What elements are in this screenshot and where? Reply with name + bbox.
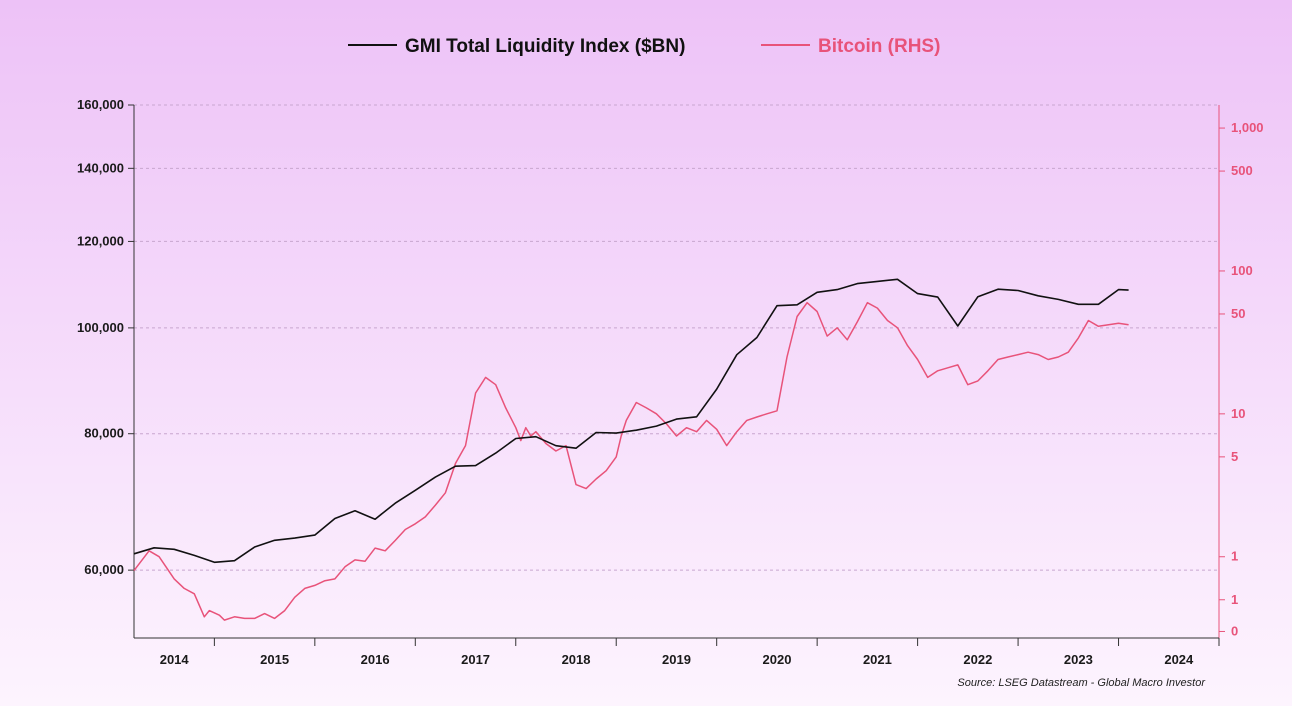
left-tick-label: 140,000	[77, 160, 124, 175]
x-tick-label: 2022	[963, 652, 992, 667]
right-tick-label: 1,000	[1231, 120, 1264, 135]
x-tick-label: 2014	[160, 652, 190, 667]
right-tick-label: 1	[1231, 549, 1238, 564]
right-tick-label: 500	[1231, 163, 1253, 178]
x-tick-label: 2024	[1164, 652, 1194, 667]
right-tick-label: 100	[1231, 263, 1253, 278]
gridlines	[134, 104, 1219, 571]
series-line-liquidity	[133, 278, 1129, 564]
x-tick-label: 2020	[763, 652, 792, 667]
legend: GMI Total Liquidity Index ($BN) Bitcoin …	[348, 36, 940, 57]
plot-frame	[133, 105, 1220, 639]
x-tick-label: 2017	[461, 652, 490, 667]
series-lines	[133, 278, 1129, 621]
left-tick-label: 100,000	[77, 320, 124, 335]
left-tick-label: 80,000	[84, 426, 124, 441]
right-tick-label: 50	[1231, 306, 1245, 321]
left-tick-label: 160,000	[77, 97, 124, 112]
left-y-ticks: 160,000 140,000 120,000 100,000 80,000 60,000	[77, 97, 134, 577]
x-ticks: 2014 2015 2016 2017 2018 2019 2020 2021 2022 2023…	[160, 638, 1220, 667]
legend-label-bitcoin: Bitcoin (RHS)	[818, 36, 940, 57]
right-tick-label: 1	[1231, 592, 1238, 607]
right-tick-label: 0	[1231, 623, 1238, 638]
left-tick-label: 60,000	[84, 562, 124, 577]
source-note: Source: LSEG Datastream - Global Macro I…	[957, 677, 1206, 689]
x-tick-label: 2016	[361, 652, 390, 667]
right-tick-label: 5	[1231, 449, 1238, 464]
x-tick-label: 2018	[562, 652, 591, 667]
x-tick-label: 2023	[1064, 652, 1093, 667]
x-tick-label: 2015	[260, 652, 289, 667]
left-tick-label: 120,000	[77, 233, 124, 248]
x-tick-label: 2019	[662, 652, 691, 667]
legend-label-liquidity: GMI Total Liquidity Index ($BN)	[405, 36, 685, 57]
series-line-bitcoin	[133, 301, 1129, 621]
right-tick-label: 10	[1231, 406, 1245, 421]
x-tick-label: 2021	[863, 652, 892, 667]
